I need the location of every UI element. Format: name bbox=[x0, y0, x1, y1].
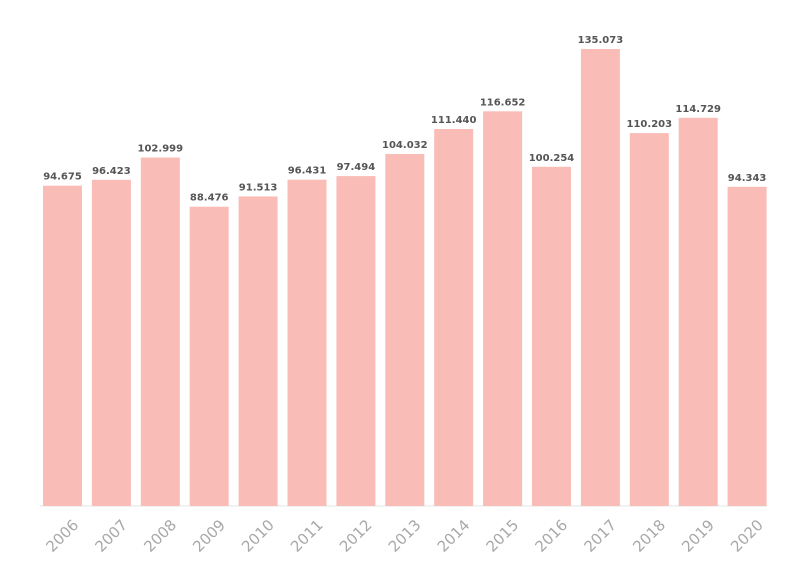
bar-2020 bbox=[727, 186, 767, 507]
value-label-2011: 96.431 bbox=[288, 166, 327, 177]
x-tick-label-2011: 2011 bbox=[287, 516, 327, 556]
bars-group bbox=[43, 49, 767, 507]
value-label-2017: 135.073 bbox=[578, 35, 624, 46]
bar-2015 bbox=[483, 111, 523, 507]
x-tick-label-2017: 2017 bbox=[580, 516, 620, 556]
value-label-2010: 91.513 bbox=[239, 182, 278, 193]
x-tick-label-2016: 2016 bbox=[532, 516, 572, 556]
value-label-2018: 110.203 bbox=[627, 119, 673, 130]
x-tick-labels-group: 2006 2007 2008 2009 2010 2011 2012 2013 2014 2015… bbox=[43, 516, 767, 556]
x-tick-label-2009: 2009 bbox=[189, 516, 229, 556]
bar-2011 bbox=[287, 179, 327, 506]
bar-2010 bbox=[238, 196, 278, 506]
value-label-2006: 94.675 bbox=[43, 172, 82, 183]
bar-2017 bbox=[580, 49, 620, 506]
x-tick-label-2012: 2012 bbox=[336, 516, 376, 556]
value-label-2020: 94.343 bbox=[728, 173, 767, 184]
value-label-2008: 102.999 bbox=[138, 144, 184, 155]
x-tick-label-2013: 2013 bbox=[385, 516, 425, 556]
x-tick-label-2020: 2020 bbox=[727, 516, 767, 556]
x-tick-label-2019: 2019 bbox=[678, 516, 718, 556]
value-label-2015: 116.652 bbox=[480, 97, 526, 108]
bar-2012 bbox=[336, 176, 376, 506]
bar-2018 bbox=[629, 133, 669, 506]
value-label-2013: 104.032 bbox=[382, 140, 428, 151]
value-label-2016: 100.254 bbox=[529, 153, 575, 164]
bar-2013 bbox=[385, 154, 425, 506]
value-label-2019: 114.729 bbox=[675, 104, 721, 115]
x-tick-label-2015: 2015 bbox=[483, 516, 523, 556]
value-label-2012: 97.494 bbox=[337, 162, 376, 173]
value-label-2007: 96.423 bbox=[92, 166, 131, 177]
x-tick-label-2007: 2007 bbox=[91, 516, 131, 556]
bar-2014 bbox=[434, 129, 474, 506]
bar-2007 bbox=[91, 179, 131, 507]
x-tick-label-2014: 2014 bbox=[434, 516, 474, 556]
x-tick-label-2018: 2018 bbox=[629, 516, 669, 556]
value-labels-group: 94.675 96.423 102.999 88.476 91.513 96.431 97.… bbox=[43, 35, 766, 204]
value-label-2009: 88.476 bbox=[190, 193, 229, 204]
value-label-2014: 111.440 bbox=[431, 115, 477, 126]
bar-2006 bbox=[43, 185, 82, 506]
bar-2009 bbox=[189, 206, 229, 506]
bar-2019 bbox=[678, 117, 718, 507]
bar-2016 bbox=[532, 166, 571, 507]
x-tick-label-2008: 2008 bbox=[140, 516, 180, 556]
bar-2008 bbox=[140, 157, 180, 506]
x-tick-label-2010: 2010 bbox=[238, 516, 278, 556]
x-tick-label-2006: 2006 bbox=[43, 516, 83, 556]
